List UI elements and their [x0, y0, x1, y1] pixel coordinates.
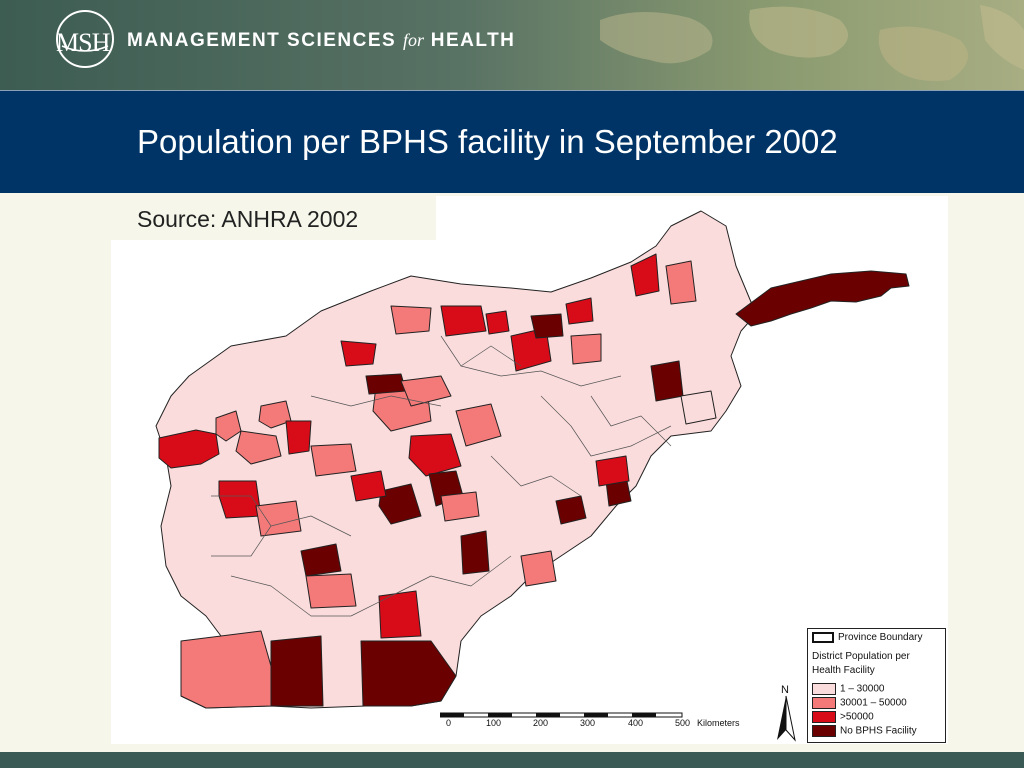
- district-north-a: [340, 340, 377, 367]
- district-ghor-e: [310, 443, 357, 477]
- scale-tick-500: 500: [675, 718, 691, 728]
- district-herat-d: [218, 480, 262, 519]
- scale-bar: [440, 712, 683, 718]
- district-farah-a: [255, 500, 302, 537]
- scale-tick-100: 100: [486, 718, 502, 728]
- district-north-j: [570, 333, 602, 365]
- district-east-d: [555, 495, 587, 525]
- district-herat-west: [158, 429, 220, 469]
- scale-unit: Kilometers: [697, 718, 740, 728]
- district-north-i: [390, 305, 432, 335]
- district-south-d: [300, 543, 342, 577]
- district-south-b: [360, 640, 457, 707]
- district-wakhan: [735, 270, 910, 327]
- header-banner: MSH Management Sciences for Health: [0, 0, 1024, 90]
- district-ghor-b: [408, 433, 462, 477]
- scale-tick-300: 300: [580, 718, 596, 728]
- district-herat-b: [258, 400, 292, 429]
- district-central-b: [455, 403, 502, 447]
- district-north-b: [365, 373, 407, 395]
- org-name-for: for: [402, 30, 424, 50]
- north-label: N: [781, 684, 789, 696]
- swatch-class-1: [812, 683, 836, 695]
- footer-bar: [0, 752, 1024, 768]
- district-north-k: [665, 260, 697, 305]
- swatch-class-3: [812, 711, 836, 723]
- district-central-a: [400, 375, 452, 407]
- legend-class-1: 1 – 30000: [812, 683, 885, 695]
- scale-tick-0: 0: [446, 718, 452, 728]
- legend-heading-2: Health Facility: [812, 665, 875, 676]
- north-arrow-icon: [777, 695, 796, 742]
- district-south-e: [305, 573, 357, 609]
- legend-province-boundary: Province Boundary: [812, 632, 923, 644]
- district-south-a: [270, 635, 324, 707]
- source-box: [111, 196, 436, 240]
- district-ghor-d: [378, 483, 422, 525]
- organization-name: Management Sciences for Health: [127, 30, 515, 52]
- logo-mark: MSH: [56, 28, 110, 57]
- legend-class-3-label: >50000: [840, 711, 874, 723]
- district-south-helmand: [180, 630, 272, 709]
- district-east-e: [595, 455, 630, 487]
- district-boundaries: [211, 335, 672, 617]
- district-herat-a: [215, 410, 242, 442]
- legend-province-label: Province Boundary: [838, 632, 923, 644]
- source-citation: Source: ANHRA 2002: [137, 206, 359, 232]
- district-ghor-f: [350, 470, 387, 502]
- afghanistan-district-map: [155, 210, 910, 709]
- slide-title: Population per BPHS facility in Septembe…: [137, 123, 838, 160]
- district-north-c: [440, 305, 487, 337]
- district-north-h: [630, 253, 660, 297]
- legend-class-3: >50000: [812, 711, 874, 723]
- legend-class-2-label: 30001 – 50000: [840, 697, 907, 709]
- scale-tick-200: 200: [533, 718, 549, 728]
- district-north-d: [485, 310, 510, 335]
- district-north-g: [565, 297, 594, 325]
- district-south-c: [378, 590, 422, 639]
- legend-heading-1: District Population per: [812, 651, 910, 662]
- logo-circle-icon: [56, 10, 114, 68]
- district-south-h: [520, 550, 557, 587]
- legend-class-1-label: 1 – 30000: [840, 683, 885, 695]
- legend-class-2: 30001 – 50000: [812, 697, 907, 709]
- scale-tick-400: 400: [628, 718, 644, 728]
- map-legend: Province Boundary District Population pe…: [807, 628, 946, 743]
- title-band: [0, 90, 1024, 193]
- world-map-watermark: [600, 5, 1024, 82]
- swatch-class-2: [812, 697, 836, 709]
- district-east-a: [650, 360, 684, 402]
- org-name-part1: Management Sciences: [127, 30, 397, 51]
- org-name-part2: Health: [430, 30, 516, 51]
- legend-class-4-label: No BPHS Facility: [840, 725, 917, 737]
- swatch-class-4: [812, 725, 836, 737]
- boundary-swatch: [812, 632, 834, 643]
- legend-class-4: No BPHS Facility: [812, 725, 917, 737]
- district-south-g: [440, 491, 480, 522]
- district-east-b: [680, 390, 717, 425]
- district-south-f: [460, 530, 490, 575]
- district-herat-c: [235, 430, 282, 465]
- district-herat-e: [285, 420, 312, 455]
- district-north-f: [530, 313, 564, 339]
